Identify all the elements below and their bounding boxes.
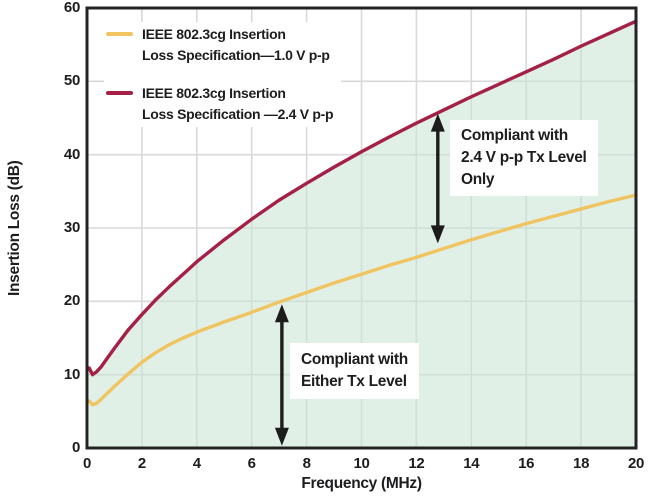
x-tick-label: 18 bbox=[573, 455, 590, 472]
annotation-arrowhead-up-0 bbox=[274, 304, 289, 323]
legend-line-swatch-yellow-icon bbox=[106, 32, 133, 36]
x-tick-label: 10 bbox=[353, 455, 370, 472]
x-tick-label: 8 bbox=[302, 455, 311, 472]
x-tick-label: 14 bbox=[463, 455, 480, 472]
legend-label-line: IEEE 802.3cg Insertion bbox=[142, 85, 286, 101]
x-tick-label: 20 bbox=[627, 455, 645, 472]
y-tick-label: 0 bbox=[71, 439, 80, 456]
legend-label-line: Loss Specification —2.4 V p-p bbox=[142, 106, 334, 122]
x-tick-label: 4 bbox=[192, 455, 201, 472]
y-tick-label: 50 bbox=[63, 72, 80, 90]
y-tick-label: 10 bbox=[63, 365, 80, 383]
annotation-text-line: Compliant with bbox=[461, 127, 568, 144]
legend-label-1-0-vpp: IEEE 802.3cg Insertion Loss Specificatio… bbox=[142, 24, 330, 66]
y-tick-label: 30 bbox=[63, 219, 80, 236]
annotation-text-line: Only bbox=[461, 171, 495, 188]
y-tick-label: 20 bbox=[63, 292, 80, 310]
x-tick-label: 12 bbox=[408, 455, 425, 472]
legend-label-line: Loss Specification—1.0 V p-p bbox=[142, 47, 330, 63]
series-curve-1 bbox=[87, 19, 638, 377]
legend-label-line: IEEE 802.3cg Insertion bbox=[142, 26, 286, 42]
y-axis-title: Insertion Loss (dB) bbox=[6, 160, 23, 296]
x-tick-label: 0 bbox=[82, 455, 92, 472]
plot-border bbox=[85, 6, 638, 450]
annotation-compliant-either: Compliant with Either Tx Level bbox=[290, 343, 419, 399]
annotation-text-line: Either Tx Level bbox=[301, 373, 407, 390]
x-tick-label: 6 bbox=[247, 455, 256, 472]
legend-label-2-4-vpp: IEEE 802.3cg Insertion Loss Specificatio… bbox=[142, 83, 334, 125]
annotation-arrowhead-down-0 bbox=[274, 427, 289, 446]
annotation-text-line: Compliant with bbox=[301, 351, 408, 368]
legend-item-1-0-vpp: IEEE 802.3cg Insertion Loss Specificatio… bbox=[106, 24, 333, 66]
annotation-arrowhead-down-1 bbox=[430, 225, 445, 244]
series-curve-0 bbox=[87, 193, 638, 407]
annotation-text-line: 2.4 V p-p Tx Level bbox=[461, 149, 587, 166]
x-tick-label: 16 bbox=[518, 455, 535, 472]
legend-line-swatch-red-icon bbox=[106, 91, 133, 95]
y-tick-label: 40 bbox=[63, 145, 80, 163]
annotation-compliant-24-only: Compliant with 2.4 V p-p Tx Level Only bbox=[450, 120, 598, 196]
legend-item-2-4-vpp: IEEE 802.3cg Insertion Loss Specificatio… bbox=[106, 83, 334, 125]
x-tick-label: 2 bbox=[137, 455, 146, 472]
chart-legend: IEEE 802.3cg Insertion Loss Specificatio… bbox=[104, 22, 342, 127]
y-tick-label: 60 bbox=[63, 0, 80, 16]
annotation-arrowhead-up-1 bbox=[430, 113, 445, 132]
x-axis-title: Frequency (MHz) bbox=[301, 475, 422, 492]
